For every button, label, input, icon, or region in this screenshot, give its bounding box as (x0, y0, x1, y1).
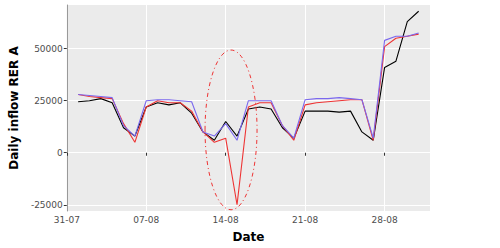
svg-text:25000: 25000 (34, 96, 63, 106)
svg-text:Daily inflow RER A: Daily inflow RER A (7, 46, 21, 170)
svg-text:28-08: 28-08 (372, 215, 398, 225)
svg-text:14-08: 14-08 (213, 215, 239, 225)
svg-text:07-08: 07-08 (133, 215, 159, 225)
svg-text:-25000: -25000 (31, 200, 63, 210)
svg-text:21-08: 21-08 (292, 215, 318, 225)
svg-text:0: 0 (57, 148, 63, 158)
svg-text:50000: 50000 (34, 44, 63, 54)
svg-text:Date: Date (232, 230, 264, 244)
svg-text:31-07: 31-07 (54, 215, 80, 225)
